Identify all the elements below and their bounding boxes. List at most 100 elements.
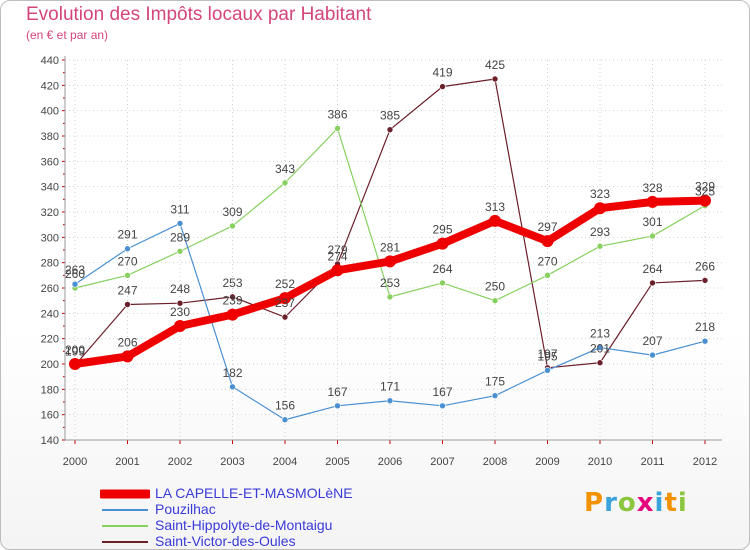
data-label-capelle: 239 bbox=[222, 294, 242, 308]
data-label-victor: 385 bbox=[380, 109, 400, 123]
point-victor bbox=[596, 359, 604, 367]
data-label-pouzilhac: 171 bbox=[380, 380, 400, 394]
x-tick-label: 2010 bbox=[588, 456, 612, 468]
point-pouzilhac bbox=[544, 367, 551, 374]
y-tick-label: 160 bbox=[41, 410, 59, 422]
data-label-hippolyte: 270 bbox=[537, 254, 557, 268]
point-hippolyte bbox=[176, 247, 184, 255]
y-tick-label: 180 bbox=[41, 384, 59, 396]
point-capelle bbox=[384, 255, 396, 268]
data-label-hippolyte: 301 bbox=[642, 215, 662, 229]
point-hippolyte bbox=[596, 242, 604, 250]
y-tick-label: 300 bbox=[41, 232, 59, 244]
data-label-pouzilhac: 291 bbox=[117, 228, 137, 242]
point-capelle bbox=[646, 195, 659, 208]
point-victor bbox=[439, 83, 446, 90]
point-pouzilhac bbox=[176, 220, 184, 227]
series-layer bbox=[69, 75, 711, 424]
x-tick-label: 2003 bbox=[220, 456, 244, 468]
data-label-hippolyte: 260 bbox=[65, 267, 85, 281]
data-label-pouzilhac: 195 bbox=[537, 349, 557, 363]
data-label-hippolyte: 253 bbox=[380, 276, 400, 290]
point-hippolyte bbox=[386, 293, 394, 301]
data-label-hippolyte: 250 bbox=[485, 280, 505, 294]
logo-letter: r bbox=[604, 488, 618, 518]
y-tick-label: 240 bbox=[41, 308, 59, 320]
legend-swatch-capelle bbox=[100, 489, 150, 499]
chart-subtitle: (en € et par an) bbox=[26, 28, 109, 42]
data-label-capelle: 274 bbox=[327, 249, 347, 263]
data-label-pouzilhac: 311 bbox=[170, 202, 189, 216]
data-label-hippolyte: 289 bbox=[170, 230, 190, 244]
y-tick-label: 200 bbox=[41, 359, 59, 371]
point-capelle bbox=[436, 237, 449, 250]
point-capelle bbox=[279, 292, 291, 305]
data-label-hippolyte: 309 bbox=[222, 205, 242, 219]
legend-swatch-hippolyte bbox=[102, 525, 148, 527]
data-label-victor: 266 bbox=[695, 259, 715, 273]
data-label-victor: 237 bbox=[275, 296, 295, 310]
point-victor bbox=[124, 301, 131, 308]
data-label-pouzilhac: 218 bbox=[695, 320, 715, 334]
data-label-pouzilhac: 167 bbox=[432, 385, 452, 399]
point-victor bbox=[649, 279, 656, 287]
point-pouzilhac bbox=[701, 337, 709, 345]
data-label-hippolyte: 343 bbox=[275, 162, 295, 176]
x-tick-label: 2004 bbox=[273, 456, 297, 468]
point-hippolyte bbox=[649, 232, 656, 240]
data-label-pouzilhac: 182 bbox=[222, 366, 242, 380]
data-label-capelle: 295 bbox=[432, 223, 452, 237]
x-tick-label: 2005 bbox=[325, 456, 349, 468]
y-tick-label: 360 bbox=[41, 156, 59, 168]
point-hippolyte bbox=[334, 125, 341, 132]
data-label-victor: 419 bbox=[432, 66, 452, 80]
point-capelle bbox=[699, 194, 711, 207]
logo-letter: o bbox=[617, 488, 637, 518]
point-capelle bbox=[331, 264, 344, 277]
point-capelle bbox=[594, 202, 606, 215]
data-label-hippolyte: 270 bbox=[117, 254, 137, 268]
x-tick-label: 2000 bbox=[63, 456, 87, 468]
point-hippolyte bbox=[124, 272, 131, 279]
x-tick-label: 2012 bbox=[693, 456, 717, 468]
point-hippolyte bbox=[491, 297, 499, 304]
y-tick-label: 140 bbox=[41, 435, 59, 447]
data-label-victor: 279 bbox=[327, 243, 347, 257]
point-capelle bbox=[69, 358, 81, 370]
point-hippolyte bbox=[439, 279, 446, 287]
y-tick-label: 340 bbox=[41, 182, 59, 194]
point-pouzilhac bbox=[281, 416, 289, 424]
y-tick-label: 380 bbox=[41, 131, 59, 143]
y-tick-label: 280 bbox=[41, 258, 59, 270]
point-pouzilhac bbox=[334, 402, 341, 410]
point-hippolyte bbox=[544, 272, 551, 279]
point-capelle bbox=[174, 320, 186, 332]
point-victor bbox=[281, 313, 289, 321]
point-victor bbox=[386, 126, 394, 133]
y-tick-label: 320 bbox=[41, 207, 59, 219]
legend-label-pouzilhac: Pouzilhac bbox=[155, 501, 216, 517]
y-tick-label: 220 bbox=[41, 334, 59, 346]
data-label-victor: 248 bbox=[170, 282, 190, 296]
data-label-pouzilhac: 167 bbox=[327, 385, 347, 399]
axis-layer: 140 160 180 200 220 240 260 280 300 320 340 360 380 4… bbox=[41, 55, 722, 468]
data-label-capelle: 281 bbox=[380, 240, 400, 254]
data-label-victor: 199 bbox=[65, 344, 85, 358]
point-hippolyte bbox=[229, 222, 236, 230]
data-label-capelle: 329 bbox=[695, 180, 715, 194]
data-label-victor: 425 bbox=[485, 58, 505, 72]
point-victor bbox=[491, 75, 499, 83]
data-label-victor: 201 bbox=[590, 342, 610, 356]
data-label-victor: 253 bbox=[222, 276, 242, 290]
logo-letter: i bbox=[654, 488, 665, 518]
x-tick-label: 2008 bbox=[483, 456, 507, 468]
logo-letter: i bbox=[677, 488, 688, 518]
data-label-pouzilhac: 156 bbox=[275, 399, 295, 413]
data-label-capelle: 252 bbox=[275, 277, 295, 291]
point-capelle bbox=[489, 214, 501, 227]
point-victor bbox=[229, 293, 236, 301]
point-pouzilhac bbox=[439, 402, 446, 410]
point-victor bbox=[176, 299, 184, 307]
point-pouzilhac bbox=[71, 280, 79, 288]
data-label-capelle: 313 bbox=[485, 200, 505, 214]
